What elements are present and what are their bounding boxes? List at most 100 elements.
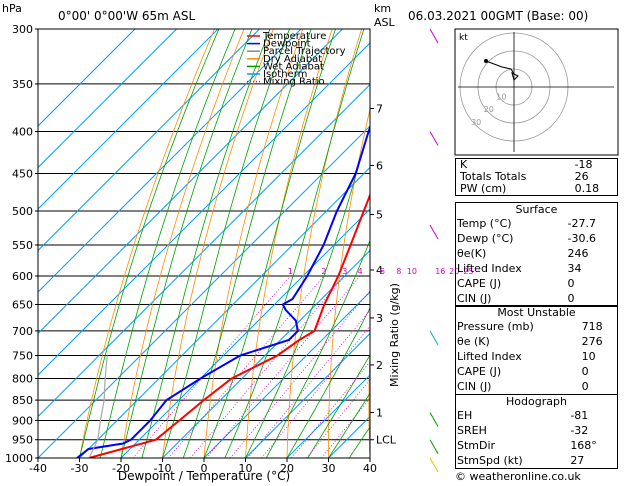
wet-adiabat-line [162, 29, 290, 458]
isotherm-line [38, 29, 219, 210]
most-unstable-value: 276 [581, 335, 603, 348]
footer-credit: © weatheronline.co.uk [455, 470, 581, 483]
wind-barb [429, 28, 439, 44]
pressure-tick-label: 400 [12, 126, 33, 139]
hodograph-ring-label: 10 [496, 93, 506, 102]
wet-adiabat-line [286, 307, 370, 458]
temperature-tick-label: -20 [112, 462, 130, 475]
pressure-tick-label: 300 [12, 23, 33, 36]
most-unstable-value: 0 [581, 365, 589, 378]
mixing-ratio-line [291, 361, 370, 458]
most-unstable-row: Pressure (mb) 718 [456, 319, 617, 334]
hodograph-info-box: Hodograph EH -81 SREH -32 StmDir 168° StmSpd (… [455, 394, 618, 469]
dry-adiabat-line [203, 29, 304, 458]
surface-label: CAPE (J) [457, 277, 502, 290]
wet-adiabat-line [141, 29, 271, 458]
temperature-tick-label: 30 [322, 462, 336, 475]
dry-adiabat-line [408, 29, 450, 458]
mixing-ratio-line [168, 275, 325, 458]
isotherm-line [79, 166, 370, 458]
wet-adiabat-line [120, 29, 253, 458]
legend-label: Dewpoint [263, 39, 311, 50]
isotherm-line [38, 125, 370, 458]
hodograph-unit-label: kt [459, 33, 468, 43]
datetime-title: 06.03.2021 00GMT (Base: 00) [408, 9, 588, 23]
index-row: Totals Totals 26 [456, 171, 617, 183]
mixing-ratio-label: 6 [380, 267, 385, 276]
km-tick-label: 2 [376, 359, 383, 372]
mixing-ratio-label: 20 [449, 267, 459, 276]
legend-label: Mixing Ratio [263, 77, 325, 88]
surface-row: CIN (J) 0 [456, 291, 617, 306]
surface-row: Temp (°C) -27.7 [456, 216, 617, 231]
hodograph-info-row: SREH -32 [456, 423, 617, 438]
isotherm-line [245, 332, 370, 458]
wet-adiabat-line [79, 29, 220, 458]
km-tick-label: 7 [376, 103, 383, 116]
wind-barb [429, 412, 439, 427]
mixing-ratio-label: 16 [435, 267, 445, 276]
pressure-tick-label: 950 [12, 434, 33, 447]
legend-label: Wet Adiabat [263, 61, 324, 72]
surface-box: Surface Temp (°C) -27.7 Dewp (°C) -30.6 θe(K… [455, 202, 618, 307]
index-value: 0.18 [574, 182, 600, 195]
pressure-tick-label: 1000 [5, 452, 33, 465]
mixing-ratio-line [261, 325, 370, 458]
surface-value: -30.6 [567, 232, 596, 245]
surface-value: 0 [567, 292, 575, 305]
index-value: 26 [574, 170, 589, 183]
mixing-ratio-label: 2 [321, 267, 326, 276]
hodograph-info-row: StmDir 168° [456, 438, 617, 453]
legend-label: Isotherm [263, 69, 307, 80]
index-value: -18 [574, 158, 593, 171]
x-axis-label: Dewpoint / Temperature (°C) [118, 469, 290, 483]
pressure-tick-label: 750 [12, 349, 33, 362]
surface-value: 246 [567, 247, 589, 260]
temperature-tick-label: 0 [201, 462, 208, 475]
surface-value: -27.7 [567, 217, 596, 230]
surface-value: 0 [567, 277, 575, 290]
location-title: 0°00' 0°00'W 65m ASL [58, 9, 196, 23]
wind-barb [429, 330, 439, 346]
hodograph-info-title: Hodograph [506, 395, 567, 408]
indices-box: K -18 Totals Totals 26 PW (cm) 0.18 [455, 158, 618, 196]
index-row: K -18 [456, 159, 617, 171]
parcel-trajectory-line [88, 355, 108, 458]
mixing-ratio-line [190, 275, 346, 458]
wind-barb [429, 131, 439, 146]
hodograph-info-row: EH -81 [456, 408, 617, 423]
most-unstable-row: Lifted Index 10 [456, 349, 617, 364]
pressure-tick-label: 450 [12, 167, 33, 180]
index-label: K [460, 158, 468, 171]
surface-label: θe(K) [457, 247, 487, 260]
km-label: km [374, 2, 391, 15]
index-label: PW (cm) [460, 182, 507, 195]
mixing-ratio-label: 1 [288, 267, 293, 276]
dry-adiabat-line [245, 29, 333, 458]
index-label: Totals Totals [460, 170, 527, 183]
temperature-line [88, 192, 370, 458]
most-unstable-value: 10 [581, 350, 596, 363]
dry-adiabat-line [162, 29, 274, 458]
dry-adiabat-line [79, 29, 215, 458]
temperature-tick-label: -10 [154, 462, 172, 475]
pressure-tick-label: 600 [12, 270, 33, 283]
wind-barb [429, 224, 439, 240]
mixing-ratio-label: 4 [357, 267, 362, 276]
isotherm-line [38, 29, 343, 335]
km-tick-label: 6 [376, 159, 383, 172]
surface-title: Surface [515, 203, 558, 216]
indices-table: K -18 Totals Totals 26 PW (cm) 0.18 [455, 158, 618, 196]
hodograph-point [484, 59, 488, 63]
mixing-ratio-label: 10 [407, 267, 417, 276]
surface-label: CIN (J) [457, 292, 492, 305]
most-unstable-label: θe (K) [457, 335, 490, 348]
wet-adiabat-line [182, 29, 312, 458]
most-unstable-label: Pressure (mb) [457, 320, 534, 333]
surface-row: Lifted Index 34 [456, 261, 617, 276]
isotherm-line [162, 249, 370, 458]
wind-barb [429, 439, 439, 454]
isotherm-line [38, 29, 136, 127]
